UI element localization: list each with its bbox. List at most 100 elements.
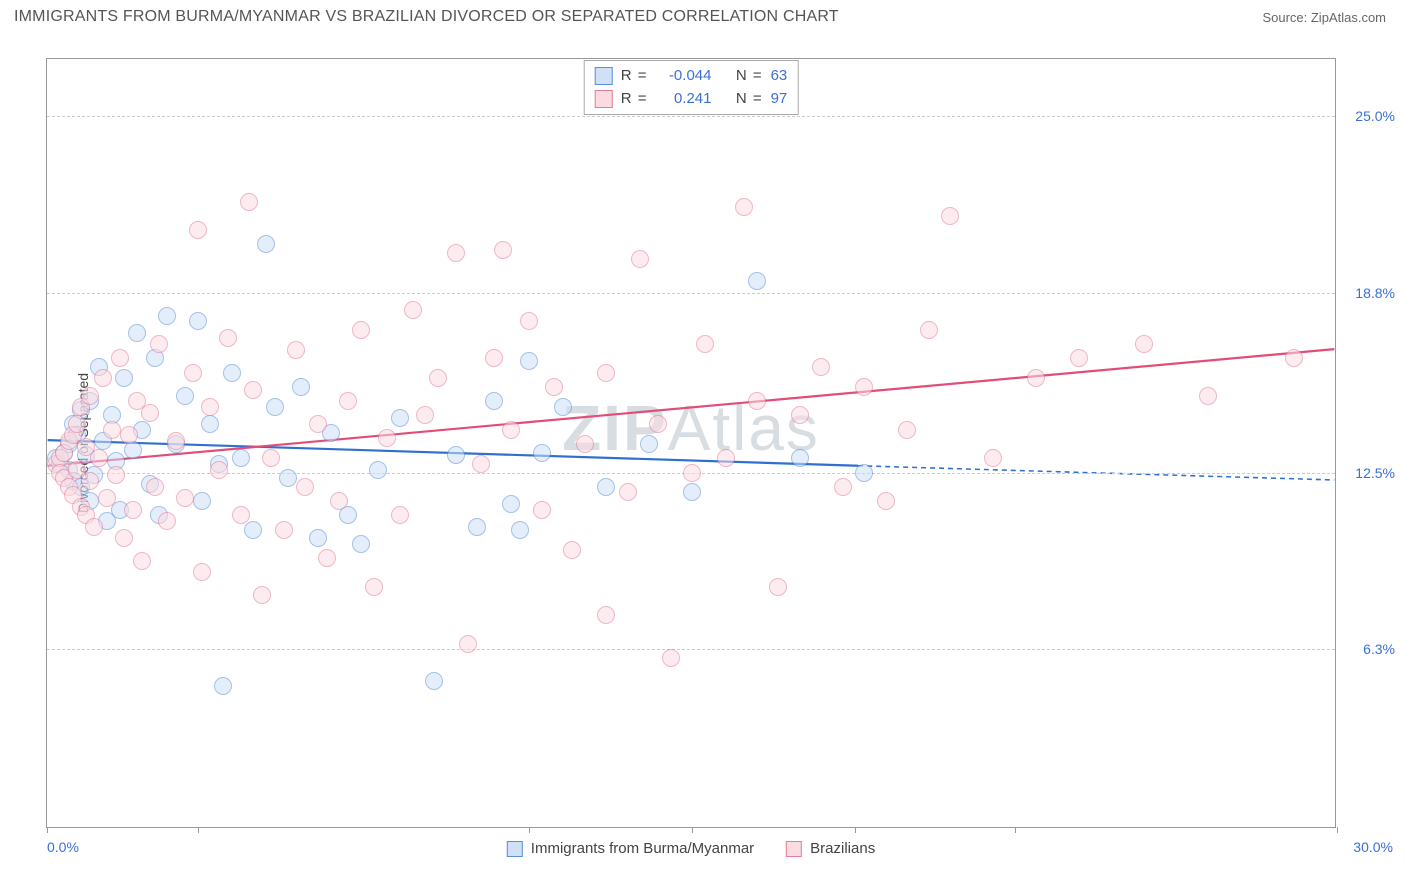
data-point bbox=[748, 392, 766, 410]
data-point bbox=[597, 364, 615, 382]
data-point bbox=[597, 478, 615, 496]
data-point bbox=[150, 335, 168, 353]
data-point bbox=[855, 378, 873, 396]
data-point bbox=[352, 535, 370, 553]
data-point bbox=[111, 349, 129, 367]
data-point bbox=[330, 492, 348, 510]
data-point bbox=[984, 449, 1002, 467]
data-point bbox=[266, 398, 284, 416]
data-point bbox=[447, 446, 465, 464]
data-point bbox=[494, 241, 512, 259]
data-point bbox=[296, 478, 314, 496]
data-point bbox=[429, 369, 447, 387]
data-point bbox=[232, 449, 250, 467]
data-point bbox=[472, 455, 490, 473]
data-point bbox=[735, 198, 753, 216]
data-point bbox=[244, 381, 262, 399]
data-point bbox=[318, 549, 336, 567]
data-point bbox=[103, 421, 121, 439]
data-point bbox=[210, 461, 228, 479]
data-point bbox=[717, 449, 735, 467]
x-max-label: 30.0% bbox=[1353, 839, 1393, 855]
data-point bbox=[68, 415, 86, 433]
data-point bbox=[98, 489, 116, 507]
data-point bbox=[920, 321, 938, 339]
data-point bbox=[533, 444, 551, 462]
data-point bbox=[176, 489, 194, 507]
data-point bbox=[391, 506, 409, 524]
data-point bbox=[244, 521, 262, 539]
gridline bbox=[47, 649, 1335, 650]
data-point bbox=[640, 435, 658, 453]
y-tick-label: 12.5% bbox=[1340, 465, 1395, 481]
data-point bbox=[683, 483, 701, 501]
data-point bbox=[533, 501, 551, 519]
chart-title: IMMIGRANTS FROM BURMA/MYANMAR VS BRAZILI… bbox=[14, 8, 839, 26]
data-point bbox=[425, 672, 443, 690]
x-tick bbox=[198, 827, 199, 833]
data-point bbox=[133, 552, 151, 570]
data-point bbox=[115, 369, 133, 387]
data-point bbox=[339, 392, 357, 410]
legend-row: R =0.241 N =97 bbox=[595, 88, 788, 111]
x-min-label: 0.0% bbox=[47, 839, 79, 855]
data-point bbox=[554, 398, 572, 416]
data-point bbox=[262, 449, 280, 467]
data-point bbox=[649, 415, 667, 433]
data-point bbox=[877, 492, 895, 510]
data-point bbox=[214, 677, 232, 695]
legend-item: Immigrants from Burma/Myanmar bbox=[507, 840, 754, 857]
data-point bbox=[1199, 387, 1217, 405]
chart-plot-area: ZIPAtlas Divorced or Separated R =-0.044… bbox=[46, 58, 1336, 828]
data-point bbox=[576, 435, 594, 453]
legend-swatch bbox=[595, 67, 613, 85]
y-tick-label: 18.8% bbox=[1340, 285, 1395, 301]
x-tick bbox=[47, 827, 48, 833]
data-point bbox=[257, 235, 275, 253]
data-point bbox=[447, 244, 465, 262]
data-point bbox=[511, 521, 529, 539]
data-point bbox=[94, 369, 112, 387]
data-point bbox=[898, 421, 916, 439]
data-point bbox=[292, 378, 310, 396]
data-point bbox=[128, 324, 146, 342]
legend-r-value: -0.044 bbox=[655, 65, 711, 88]
data-point bbox=[81, 387, 99, 405]
data-point bbox=[158, 512, 176, 530]
data-point bbox=[167, 432, 185, 450]
data-point bbox=[120, 426, 138, 444]
data-point bbox=[485, 392, 503, 410]
data-point bbox=[941, 207, 959, 225]
series-name: Immigrants from Burma/Myanmar bbox=[531, 840, 754, 857]
stats-legend: R =-0.044 N =63R =0.241 N =97 bbox=[584, 60, 799, 115]
series-name: Brazilians bbox=[810, 840, 875, 857]
data-point bbox=[90, 449, 108, 467]
data-point bbox=[115, 529, 133, 547]
data-point bbox=[631, 250, 649, 268]
data-point bbox=[855, 464, 873, 482]
legend-swatch bbox=[786, 841, 802, 857]
y-tick-label: 6.3% bbox=[1340, 641, 1395, 657]
data-point bbox=[85, 518, 103, 536]
data-point bbox=[520, 312, 538, 330]
data-point bbox=[378, 429, 396, 447]
trend-lines bbox=[47, 59, 1335, 827]
data-point bbox=[391, 409, 409, 427]
data-point bbox=[146, 478, 164, 496]
data-point bbox=[696, 335, 714, 353]
data-point bbox=[1135, 335, 1153, 353]
data-point bbox=[223, 364, 241, 382]
data-point bbox=[459, 635, 477, 653]
data-point bbox=[683, 464, 701, 482]
data-point bbox=[812, 358, 830, 376]
data-point bbox=[219, 329, 237, 347]
data-point bbox=[520, 352, 538, 370]
data-point bbox=[834, 478, 852, 496]
series-legend: Immigrants from Burma/Myanmar Brazilians bbox=[507, 840, 875, 857]
data-point bbox=[791, 406, 809, 424]
legend-swatch bbox=[507, 841, 523, 857]
data-point bbox=[502, 421, 520, 439]
data-point bbox=[309, 529, 327, 547]
x-tick bbox=[1015, 827, 1016, 833]
x-tick bbox=[692, 827, 693, 833]
